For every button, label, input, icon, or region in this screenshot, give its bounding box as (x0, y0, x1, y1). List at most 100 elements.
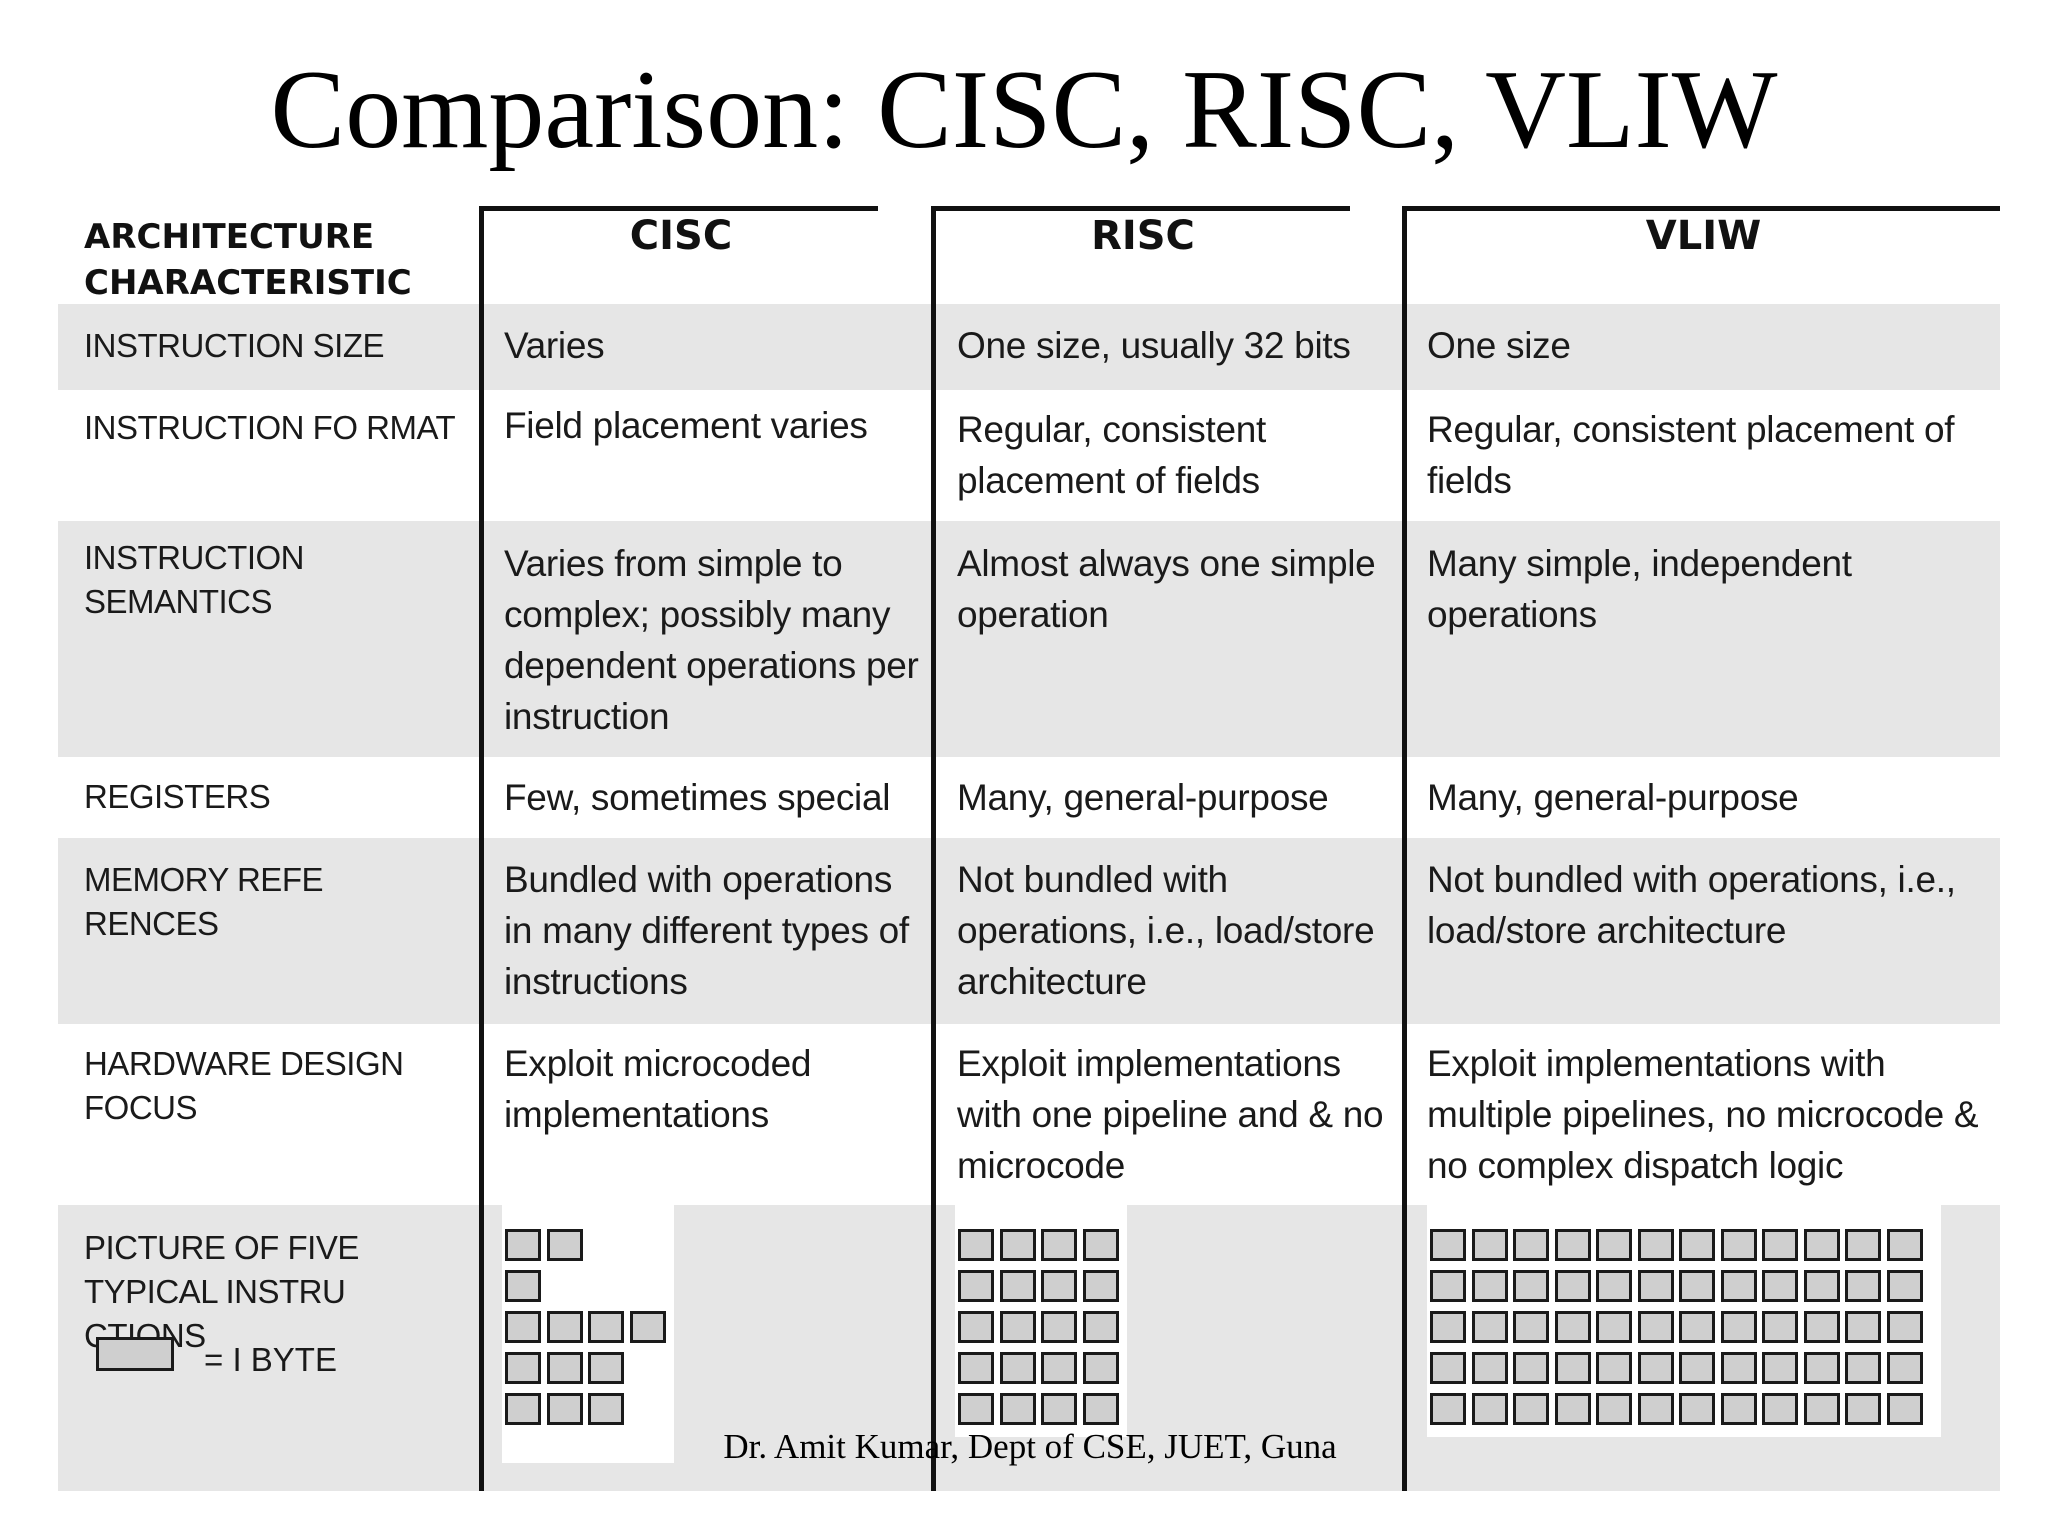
risc-byte-box (1041, 1311, 1077, 1343)
vliw-byte-box (1720, 1393, 1757, 1425)
vliw-byte-box (1845, 1270, 1881, 1302)
vliw-byte-box (1803, 1270, 1840, 1302)
row-label-instruction-size: INSTRUCTION SIZE (84, 327, 385, 364)
vliw-registers: Many, general-purpose (1427, 777, 1799, 818)
cisc-byte-box (629, 1311, 666, 1343)
vliw-byte-box (1596, 1311, 1632, 1343)
row-label-instruction-semantics: INSTRUCTION SEMANTICS (84, 539, 305, 620)
risc-byte-box (999, 1393, 1036, 1425)
cisc-instruction-semantics: Varies from simple to complex; possibly … (504, 543, 919, 737)
risc-byte-box (1041, 1352, 1077, 1384)
vliw-byte-box (1845, 1311, 1881, 1343)
vliw-header-rule (1402, 206, 2000, 211)
vliw-byte-box (1471, 1311, 1508, 1343)
vliw-byte-box (1845, 1229, 1881, 1261)
vliw-column-rule (1402, 206, 1407, 1491)
risc-byte-box (1082, 1229, 1119, 1261)
vliw-byte-box (1554, 1352, 1591, 1384)
vliw-byte-box (1762, 1311, 1798, 1343)
row-label-memory-references: MEMORY REFE RENCES (84, 861, 324, 942)
vliw-byte-box (1513, 1393, 1549, 1425)
risc-byte-box (999, 1311, 1036, 1343)
risc-byte-box (958, 1311, 994, 1343)
vliw-byte-box (1513, 1311, 1549, 1343)
vliw-byte-box (1762, 1270, 1798, 1302)
cisc-instruction-format: Field placement varies (504, 405, 868, 446)
vliw-instruction-semantics: Many simple, independent operations (1427, 543, 1852, 635)
risc-memory-references: Not bundled with operations, i.e., load/… (957, 859, 1375, 1002)
vliw-instruction-format: Regular, consistent placement of fields (1427, 409, 1955, 501)
risc-instruction-semantics: Almost always one simple operation (957, 543, 1376, 635)
vliw-byte-box (1596, 1229, 1632, 1261)
cisc-registers: Few, sometimes special (504, 777, 891, 818)
risc-instruction-format: Regular, consistent placement of fields (957, 409, 1266, 501)
vliw-byte-box (1637, 1352, 1674, 1384)
vliw-byte-box (1637, 1270, 1674, 1302)
vliw-instruction-size: One size (1427, 325, 1571, 366)
risc-byte-box (958, 1393, 994, 1425)
vliw-byte-box (1430, 1311, 1466, 1343)
cisc-byte-box (546, 1311, 583, 1343)
cisc-hardware-design-focus: Exploit microcoded implementations (504, 1043, 812, 1135)
vliw-byte-box (1886, 1393, 1923, 1425)
vliw-byte-box (1596, 1352, 1632, 1384)
risc-byte-box (958, 1270, 994, 1302)
risc-byte-box (1082, 1393, 1119, 1425)
footer-credit: Dr. Amit Kumar, Dept of CSE, JUET, Guna (723, 1427, 1337, 1466)
risc-byte-box (958, 1352, 994, 1384)
vliw-byte-box (1720, 1270, 1757, 1302)
risc-registers: Many, general-purpose (957, 777, 1329, 818)
cisc-byte-box (588, 1393, 624, 1425)
cisc-instruction-size: Varies (504, 325, 605, 366)
slide-title: Comparison: CISC, RISC, VLIW (270, 48, 1778, 172)
vliw-header: VLIW (1645, 213, 1762, 259)
vliw-byte-box (1720, 1229, 1757, 1261)
vliw-byte-box (1471, 1229, 1508, 1261)
vliw-hardware-design-focus: Exploit implementations with multiple pi… (1427, 1043, 1979, 1186)
byte-legend-label: = I BYTE (204, 1341, 337, 1378)
cisc-byte-box (505, 1229, 541, 1261)
risc-byte-box (999, 1352, 1036, 1384)
cisc-column-rule (479, 206, 484, 1491)
risc-byte-box (1082, 1311, 1119, 1343)
vliw-byte-box (1886, 1270, 1923, 1302)
vliw-byte-box (1513, 1352, 1549, 1384)
risc-byte-box (1041, 1229, 1077, 1261)
risc-byte-box (999, 1229, 1036, 1261)
vliw-byte-box (1430, 1270, 1466, 1302)
risc-hardware-design-focus: Exploit implementations with one pipelin… (957, 1043, 1384, 1186)
vliw-byte-box (1513, 1270, 1549, 1302)
vliw-byte-box (1679, 1229, 1715, 1261)
vliw-byte-box (1886, 1229, 1923, 1261)
cisc-memory-references: Bundled with operations in many differen… (504, 859, 909, 1002)
vliw-byte-box (1637, 1229, 1674, 1261)
risc-byte-box (1041, 1393, 1077, 1425)
vliw-byte-box (1803, 1352, 1840, 1384)
cisc-header: CISC (629, 213, 733, 259)
cisc-byte-box (588, 1352, 624, 1384)
vliw-byte-box (1679, 1311, 1715, 1343)
vliw-byte-box (1596, 1270, 1632, 1302)
vliw-byte-box (1430, 1229, 1466, 1261)
risc-byte-box (958, 1229, 994, 1261)
architecture-characteristic-header: ARCHITECTURE CHARACTERISTIC (84, 217, 412, 303)
vliw-byte-box (1803, 1393, 1840, 1425)
row-label-registers: REGISTERS (84, 778, 271, 815)
vliw-byte-box (1679, 1393, 1715, 1425)
vliw-byte-box (1430, 1352, 1466, 1384)
vliw-byte-box (1762, 1229, 1798, 1261)
vliw-byte-box (1886, 1311, 1923, 1343)
vliw-byte-box (1720, 1352, 1757, 1384)
vliw-byte-box (1720, 1311, 1757, 1343)
vliw-byte-box (1845, 1352, 1881, 1384)
vliw-byte-box (1471, 1352, 1508, 1384)
cisc-byte-box (505, 1270, 541, 1302)
vliw-memory-references: Not bundled with operations, i.e., load/… (1427, 859, 1956, 951)
cisc-byte-box (505, 1393, 541, 1425)
vliw-byte-box (1471, 1393, 1508, 1425)
cisc-byte-box (505, 1352, 541, 1384)
cisc-byte-box (546, 1229, 583, 1261)
vliw-byte-box (1762, 1352, 1798, 1384)
vliw-byte-box (1471, 1270, 1508, 1302)
risc-column-rule (931, 206, 936, 1491)
